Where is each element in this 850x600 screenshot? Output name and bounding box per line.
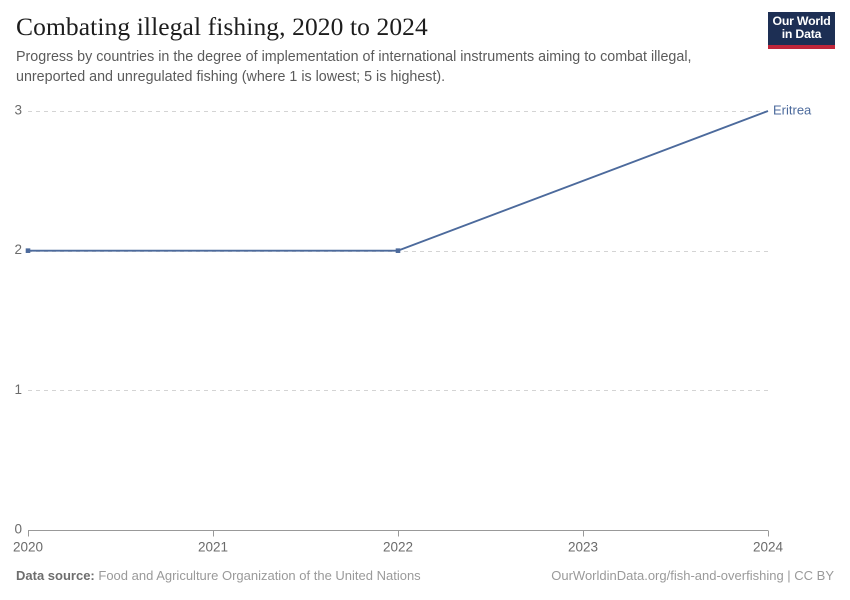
series-line[interactable] xyxy=(28,110,769,252)
x-axis-tick-label: 2022 xyxy=(383,540,413,555)
attribution-link[interactable]: OurWorldinData.org/fish-and-overfishing … xyxy=(551,568,834,583)
y-axis-tick-label: 3 xyxy=(14,103,22,118)
x-axis-tick-label: 2023 xyxy=(568,540,598,555)
series-label-eritrea[interactable]: Eritrea xyxy=(773,102,812,117)
data-source: Data source: Food and Agriculture Organi… xyxy=(16,568,421,583)
y-axis-tick-label: 1 xyxy=(14,382,22,397)
logo-line-2: in Data xyxy=(781,27,822,41)
series-data-point[interactable] xyxy=(395,248,401,253)
page-title: Combating illegal fishing, 2020 to 2024 xyxy=(16,12,428,41)
series-data-point[interactable] xyxy=(25,248,31,253)
x-axis-tick-labels: 2020 2021 2022 2023 2024 xyxy=(13,540,784,555)
data-source-name: Food and Agriculture Organization of the… xyxy=(98,568,421,583)
logo-line-1: Our World xyxy=(772,13,831,28)
chart-subtitle: Progress by countries in the degree of i… xyxy=(16,49,692,85)
our-world-in-data-logo[interactable]: Our World in Data xyxy=(768,12,835,49)
y-axis-tick-label: 2 xyxy=(14,242,22,257)
series-end-labels[interactable]: Eritrea xyxy=(773,102,812,117)
chart-header: Combating illegal fishing, 2020 to 2024 … xyxy=(16,12,756,87)
x-axis-tick-label: 2024 xyxy=(753,540,784,555)
x-axis xyxy=(28,530,769,537)
y-axis-tick-label: 0 xyxy=(14,522,22,537)
y-axis-tick-labels: 0 1 2 3 xyxy=(14,103,22,537)
x-axis-tick-label: 2020 xyxy=(13,540,43,555)
gridlines xyxy=(28,111,768,531)
data-source-label: Data source: xyxy=(16,568,95,583)
x-axis-tick-label: 2021 xyxy=(198,540,228,555)
chart-footer: Data source: Food and Agriculture Organi… xyxy=(16,568,834,583)
data-series[interactable] xyxy=(25,110,769,253)
